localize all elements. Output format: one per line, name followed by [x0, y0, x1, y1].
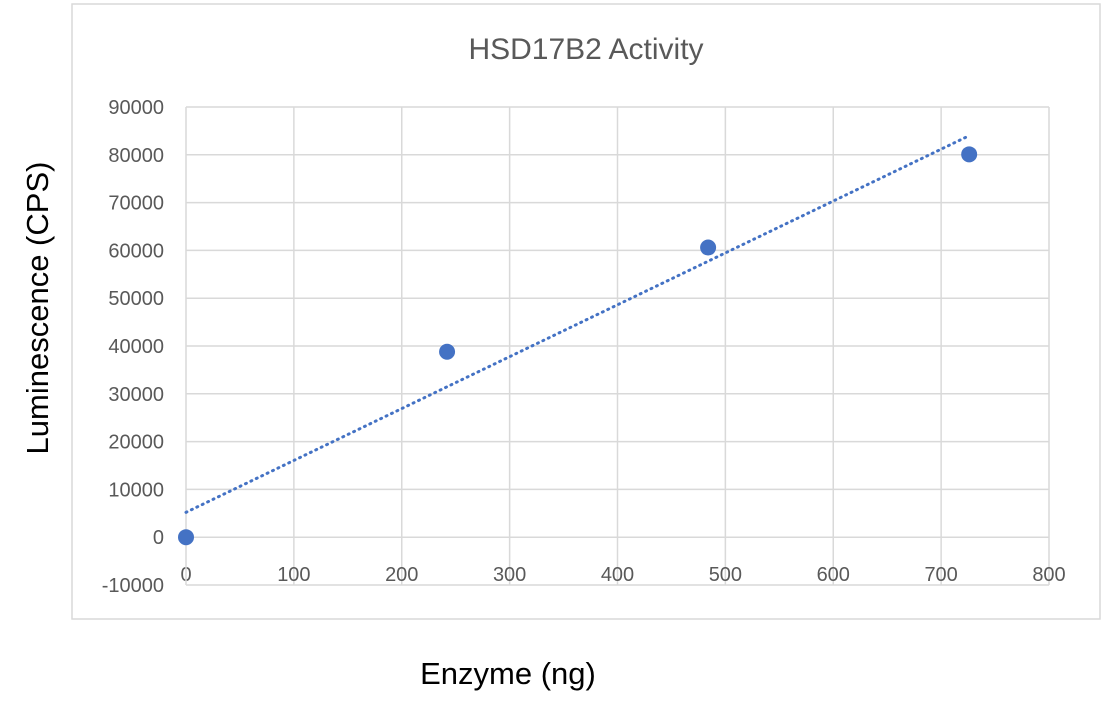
trendline — [184, 134, 971, 514]
y-tick-label: 30000 — [108, 384, 164, 406]
y-tick-label: 50000 — [108, 288, 164, 310]
y-tick-label: 60000 — [108, 240, 164, 262]
x-tick-label: 800 — [1032, 564, 1065, 586]
data-point — [439, 343, 456, 360]
y-tick-label: 0 — [153, 527, 164, 549]
x-tick-label: 600 — [817, 564, 850, 586]
y-tick-label: 20000 — [108, 432, 164, 454]
x-tick-label: 200 — [385, 564, 418, 586]
x-tick-label: 400 — [601, 564, 634, 586]
chart-area-border — [71, 3, 1101, 620]
y-tick-label: 70000 — [108, 193, 164, 215]
x-tick-label: 700 — [924, 564, 957, 586]
data-point — [178, 529, 194, 546]
data-point — [961, 146, 978, 163]
chart-title: HSD17B2 Activity — [468, 33, 703, 66]
y-tick-label: 40000 — [108, 336, 164, 358]
y-tick-label: -10000 — [102, 575, 164, 597]
x-tick-label: 500 — [709, 564, 742, 586]
y-tick-label: 10000 — [108, 479, 164, 501]
data-point — [700, 239, 717, 256]
x-gridlines — [293, 107, 1050, 585]
y-axis-title: Luminescence (CPS) — [20, 162, 55, 455]
x-tick-label: 100 — [277, 564, 310, 586]
y-tick-label: 80000 — [108, 145, 164, 167]
x-tick-label: 300 — [493, 564, 526, 586]
y-tick-labels: -10000 0 10000 20000 30000 40000 50000 60000 700… — [102, 97, 164, 597]
y-tick-label: 90000 — [108, 97, 164, 119]
x-axis-title: Enzyme (ng) — [420, 656, 596, 691]
data-points — [178, 146, 978, 546]
